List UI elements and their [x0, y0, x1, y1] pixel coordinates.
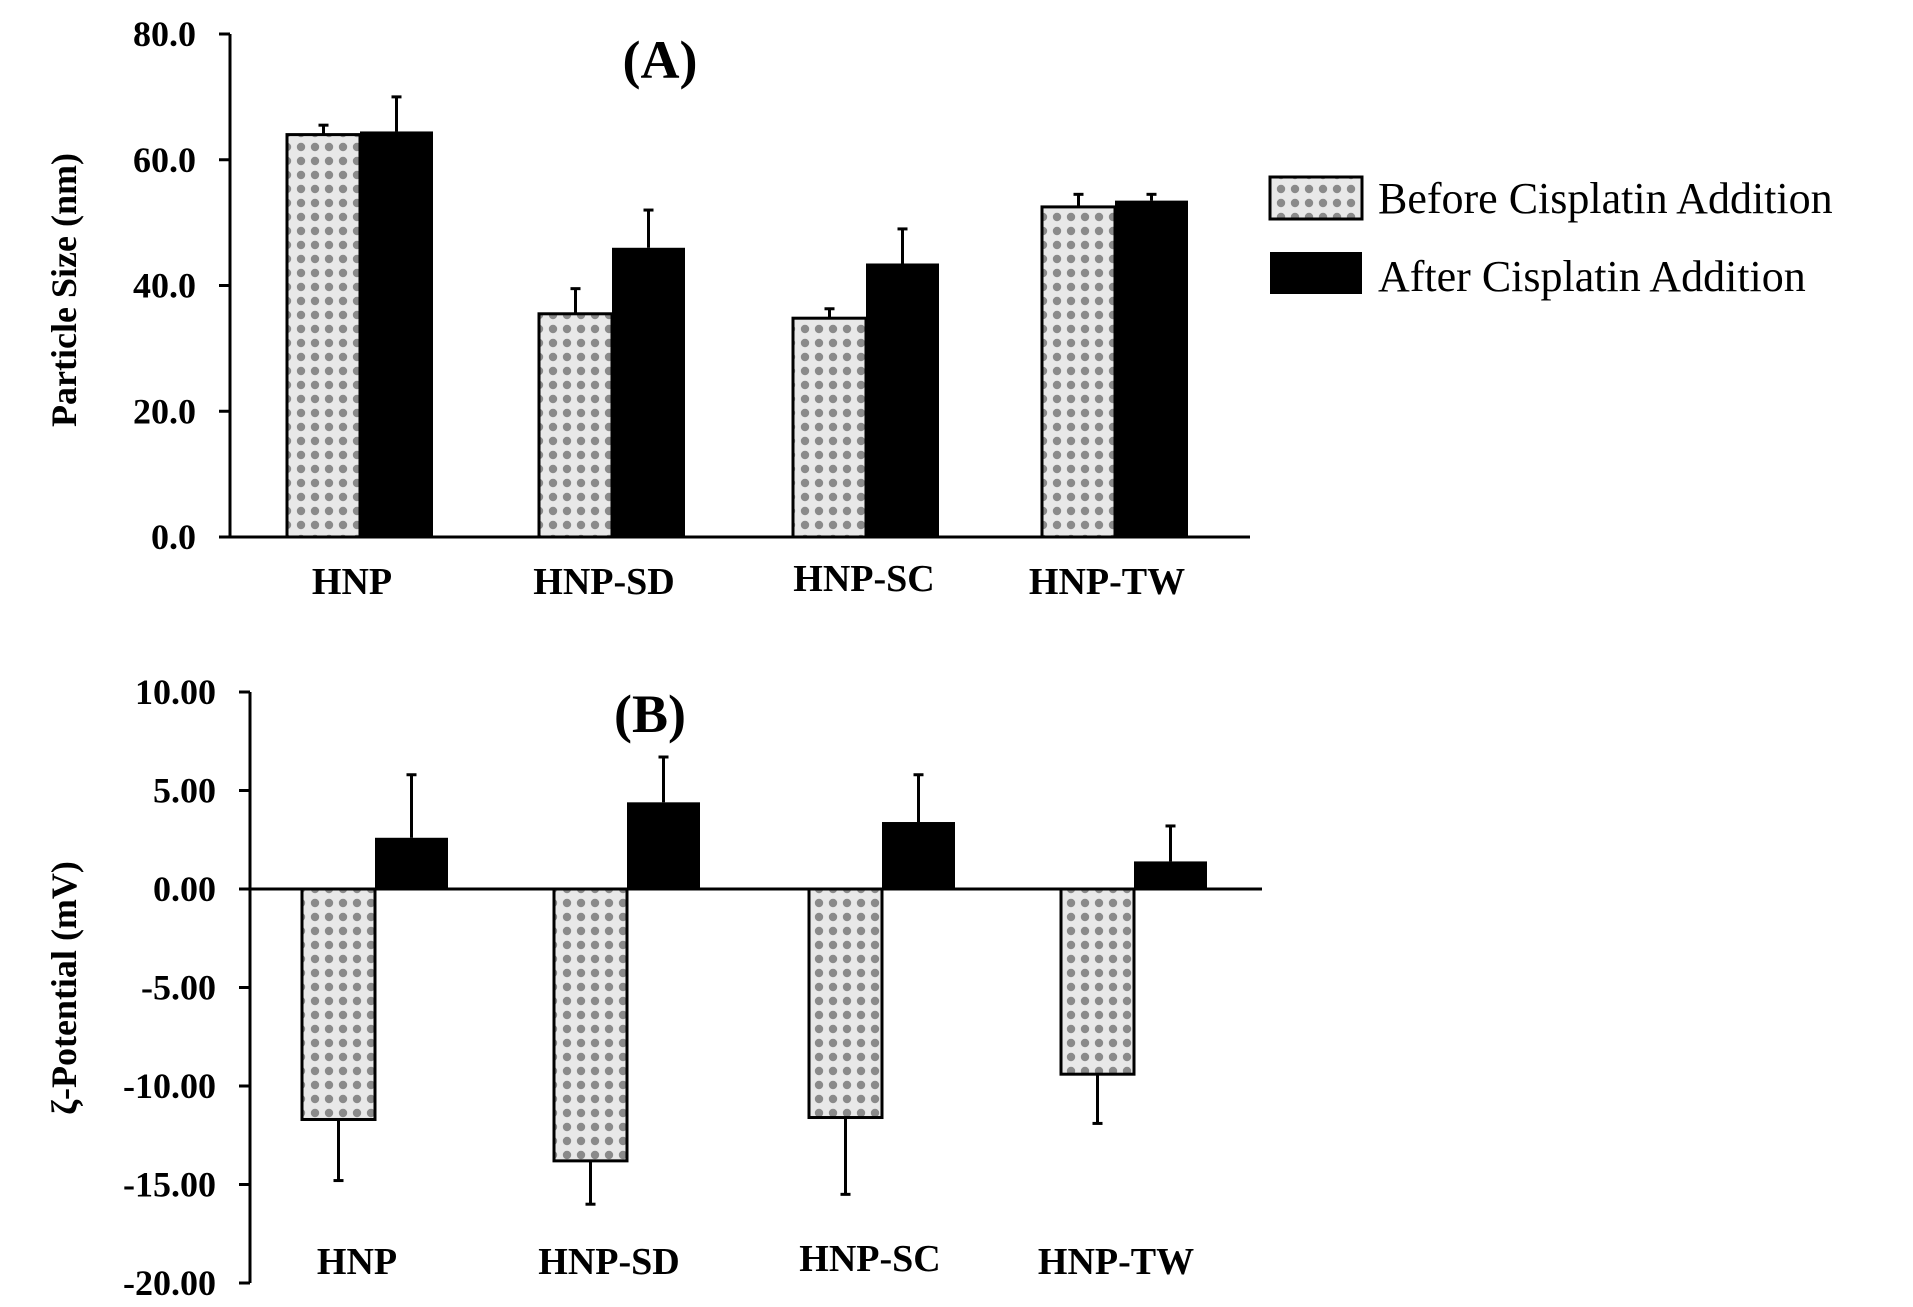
panel-b-ytick-label: 5.00	[153, 771, 216, 811]
panel-b-ytick-label: -20.00	[123, 1263, 216, 1303]
panel-b-bar-after-hnp-tw	[1134, 861, 1207, 889]
panel-b-bar-before-hnp-sc	[807, 887, 884, 1120]
legend-swatch-after	[1270, 252, 1362, 294]
panel-a-bar-after-hnp-tw	[1115, 200, 1188, 537]
panel-b-category-label: HNP-TW	[1038, 1241, 1194, 1283]
legend: Before Cisplatin Addition After Cisplati…	[1268, 174, 1833, 301]
panel-a-bar-before-hnp-sd	[537, 312, 614, 539]
legend-label-after: After Cisplatin Addition	[1378, 252, 1806, 301]
panel-b-bar-before-hnp	[300, 887, 377, 1121]
panel-b-bar-after-hnp	[375, 837, 448, 889]
panel-b-bar-before-hnp-tw	[1059, 887, 1136, 1076]
panel-a-bar-before-hnp-sc	[791, 316, 868, 539]
panel-a-ytick-label: 80.0	[133, 14, 196, 54]
panel-a-category-label: HNP-SC	[793, 558, 934, 600]
panel-a-bar-after-hnp	[360, 131, 433, 538]
panel-a-bar-after-hnp-sc	[866, 263, 939, 537]
panel-b-ytick-label: 10.00	[135, 672, 216, 712]
panel-a-ylabel: Particle Size (nm)	[44, 153, 84, 427]
panel-a-bar-before-hnp	[285, 133, 362, 539]
panel-b-bar-before-hnp-sd	[552, 887, 629, 1163]
panel-a-ytick-label: 40.0	[133, 266, 196, 306]
panel-a-ytick-label: 0.0	[151, 517, 196, 557]
panel-b-bar-after-hnp-sc	[882, 822, 955, 889]
panel-b-category-label: HNP-SC	[799, 1238, 940, 1280]
panel-b-title: (B)	[614, 684, 686, 744]
panel-b-ytick-label: 0.00	[153, 869, 216, 909]
panel-a-category-label: HNP-TW	[1029, 561, 1185, 603]
panel-b-bar-after-hnp-sd	[627, 802, 700, 889]
panel-b-ylabel: ζ-Potential (mV)	[44, 861, 84, 1115]
panel-a-title: (A)	[623, 30, 698, 90]
panel-b-ytick-label: -15.00	[123, 1165, 216, 1205]
panel-b-ytick-label: -10.00	[123, 1066, 216, 1106]
panel-a-bar-after-hnp-sd	[612, 247, 685, 537]
panel-b-ytick-label: -5.00	[141, 968, 216, 1008]
panel-a-particle-size: (A) Particle Size (nm) 0.0 20.0 40.0 60.0 80…	[44, 14, 1250, 603]
panel-a-category-label: HNP	[312, 561, 392, 603]
panel-a-bar-before-hnp-tw	[1040, 205, 1117, 539]
panel-b-category-label: HNP	[317, 1241, 397, 1283]
panel-a-ytick-label: 20.0	[133, 391, 196, 431]
panel-a-category-label: HNP-SD	[533, 561, 674, 603]
panel-b-category-label: HNP-SD	[538, 1241, 679, 1283]
legend-swatch-before	[1268, 175, 1364, 221]
panel-a-ytick-label: 60.0	[133, 140, 196, 180]
panel-b-zeta-potential: (B) ζ-Potential (mV) -20.00 -15.00 -10.00 -…	[44, 672, 1262, 1303]
legend-label-before: Before Cisplatin Addition	[1378, 174, 1833, 223]
